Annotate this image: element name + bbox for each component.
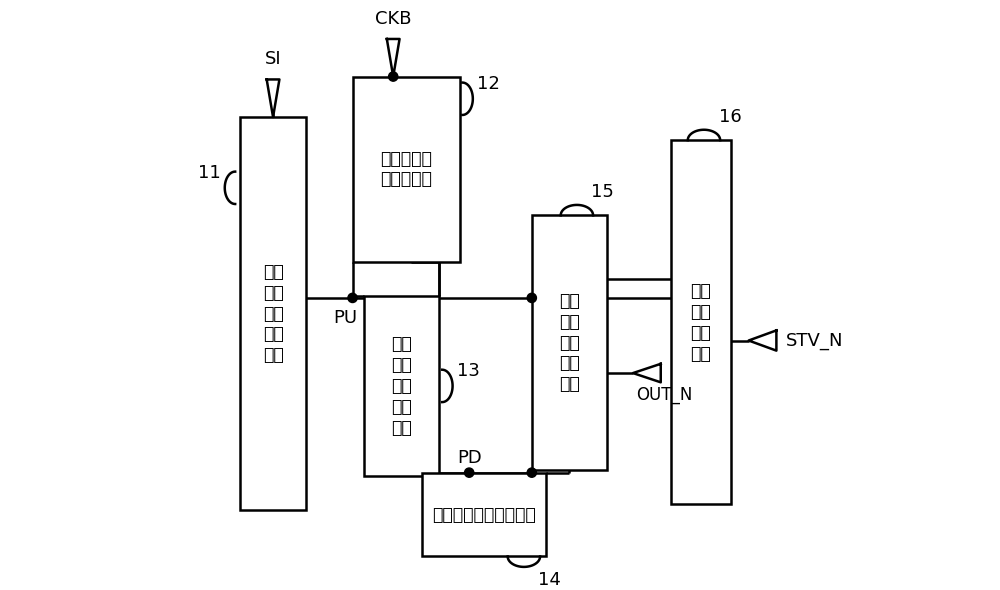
Text: 进位
信号
输出
单元: 进位 信号 输出 单元 — [691, 282, 711, 362]
Polygon shape — [387, 39, 400, 77]
Text: 栅极
驱动
信号
输出
单元: 栅极 驱动 信号 输出 单元 — [559, 292, 580, 393]
Bar — [532, 215, 607, 470]
Text: 16: 16 — [719, 108, 741, 126]
Text: 13: 13 — [457, 362, 480, 381]
Text: 15: 15 — [591, 183, 614, 201]
Bar — [671, 140, 731, 504]
Text: 12: 12 — [477, 76, 500, 93]
Circle shape — [389, 72, 398, 81]
Text: 第一
下拉
节点
控制
单元: 第一 下拉 节点 控制 单元 — [391, 335, 412, 437]
Text: 11: 11 — [198, 165, 221, 182]
Circle shape — [348, 293, 357, 303]
Text: 第二上拉节
点控制单元: 第二上拉节 点控制单元 — [380, 150, 432, 188]
Text: SI: SI — [265, 50, 281, 68]
Circle shape — [465, 468, 474, 477]
Text: 14: 14 — [538, 571, 561, 589]
Circle shape — [527, 293, 536, 303]
Text: PD: PD — [457, 449, 482, 467]
Bar — [240, 117, 306, 510]
Polygon shape — [633, 364, 661, 382]
Circle shape — [527, 468, 536, 477]
Text: OUT_N: OUT_N — [636, 386, 692, 404]
Text: CKB: CKB — [375, 10, 411, 28]
Text: 第二下拉节点控制单元: 第二下拉节点控制单元 — [432, 506, 536, 523]
Polygon shape — [749, 330, 776, 350]
Polygon shape — [267, 80, 279, 117]
Bar — [422, 473, 546, 556]
Bar — [353, 77, 460, 261]
Text: 第一
上拉
节点
控制
单元: 第一 上拉 节点 控制 单元 — [263, 263, 283, 364]
Text: PU: PU — [334, 309, 358, 327]
Text: STV_N: STV_N — [786, 332, 844, 349]
Bar — [364, 296, 439, 476]
